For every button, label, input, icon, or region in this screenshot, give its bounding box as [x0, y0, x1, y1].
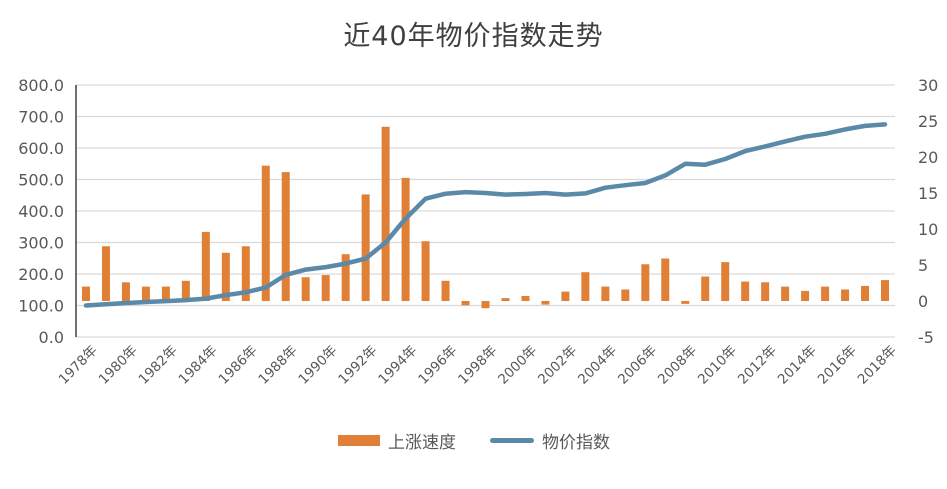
x-axis-tick: 1986年 — [215, 343, 260, 388]
x-axis-tick: 2008年 — [655, 343, 700, 388]
bar — [301, 277, 310, 301]
x-axis-tick: 1998年 — [455, 343, 500, 388]
index-line — [83, 122, 888, 308]
legend-line-label: 物价指数 — [542, 433, 610, 453]
bar — [781, 286, 790, 301]
bar — [261, 165, 270, 301]
bar — [481, 301, 490, 309]
x-axis-tick: 2018年 — [855, 343, 900, 388]
x-axis-tick: 1994年 — [375, 343, 420, 388]
bar — [601, 286, 610, 301]
bar — [161, 286, 170, 301]
legend-bar-swatch — [338, 435, 380, 446]
x-axis-tick: 1996年 — [415, 343, 460, 388]
bar — [701, 276, 710, 301]
bar — [401, 177, 410, 301]
x-axis-tick: 1990年 — [295, 343, 340, 388]
x-axis-tick: 2004年 — [575, 343, 620, 388]
bar — [841, 289, 850, 301]
x-axis-tick: 2000年 — [495, 343, 540, 388]
right-axis-tick: 0 — [918, 292, 928, 311]
bar — [641, 264, 650, 301]
chart-title: 近40年物价指数走势 — [343, 21, 604, 52]
bar — [761, 282, 770, 301]
left-axis-tick: 200.0 — [18, 265, 64, 284]
bar — [661, 258, 670, 301]
bar — [721, 262, 730, 301]
x-axis-tick: 1984年 — [176, 343, 221, 388]
legend-line-swatch — [490, 438, 534, 443]
left-axis-tick: 300.0 — [18, 234, 64, 253]
x-axis-tick: 1978年 — [56, 343, 101, 388]
bar — [421, 241, 430, 301]
bar — [821, 286, 830, 301]
left-axis-tick: 500.0 — [18, 171, 64, 190]
bar — [881, 280, 890, 301]
left-axis-tick: 600.0 — [18, 139, 64, 158]
right-axis-tick: 5 — [918, 256, 928, 275]
right-axis-tick: 25 — [918, 112, 938, 131]
legend-bar-label: 上涨速度 — [388, 433, 456, 453]
bar — [281, 172, 290, 301]
x-axis-tick: 2016年 — [815, 343, 860, 388]
bar — [561, 291, 570, 301]
right-axis-tick: 20 — [918, 148, 938, 167]
x-axis-tick: 1988年 — [255, 343, 300, 388]
left-axis-tick: 100.0 — [18, 297, 64, 316]
x-axis-tick: 2006年 — [615, 343, 660, 388]
bar — [541, 301, 550, 305]
bar — [221, 252, 230, 301]
bar — [861, 285, 870, 301]
bar — [241, 246, 250, 301]
x-axis-tick: 1982年 — [136, 343, 181, 388]
bar — [501, 298, 510, 301]
bar — [361, 194, 370, 301]
bar — [321, 275, 330, 301]
bar — [141, 286, 150, 301]
x-axis-tick: 2012年 — [735, 343, 780, 388]
legend: 上涨速度 物价指数 — [338, 428, 610, 453]
bar — [341, 254, 350, 301]
bar — [621, 289, 630, 301]
left-axis-tick: 700.0 — [18, 108, 64, 127]
x-axis-tick: 1992年 — [335, 343, 380, 388]
bar — [381, 126, 390, 301]
right-axis-tick: 15 — [918, 184, 938, 203]
bar — [461, 301, 470, 306]
bar — [801, 290, 810, 301]
bar — [101, 246, 110, 301]
bar — [681, 301, 690, 304]
right-axis-tick: 30 — [918, 76, 938, 95]
x-axis-tick: 2014年 — [775, 343, 820, 388]
left-axis-tick: 0.0 — [39, 328, 64, 347]
bar — [441, 280, 450, 301]
right-axis-tick: -5 — [918, 328, 934, 347]
bar — [201, 231, 210, 301]
x-axis-tick: 1980年 — [96, 343, 141, 388]
bar — [521, 295, 530, 301]
x-axis-tick: 2010年 — [695, 343, 740, 388]
bar — [741, 281, 750, 301]
bar — [121, 282, 130, 301]
x-axis-tick: 2002年 — [535, 343, 580, 388]
bar — [181, 280, 190, 301]
left-axis-tick: 800.0 — [18, 76, 64, 95]
bar — [581, 272, 590, 301]
bar — [81, 286, 90, 301]
left-axis-tick: 400.0 — [18, 202, 64, 221]
right-axis-tick: 10 — [918, 220, 938, 239]
